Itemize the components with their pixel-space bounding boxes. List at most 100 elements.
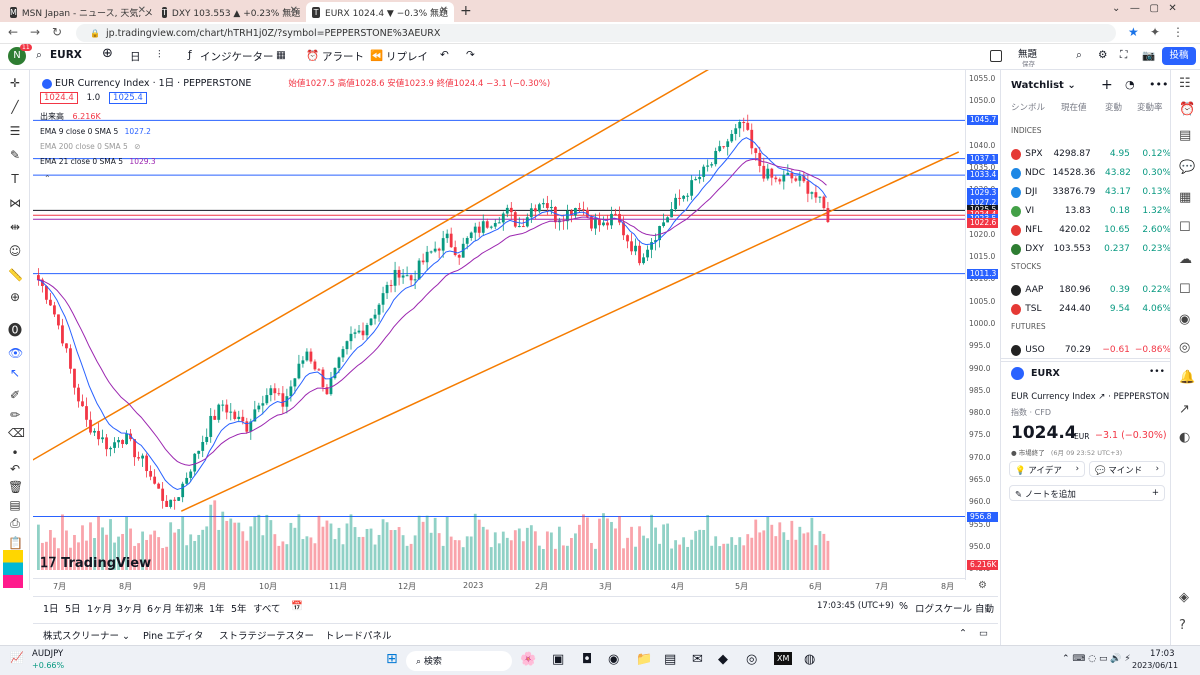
back-icon[interactable]: ← [8,25,19,39]
streams-icon[interactable]: ☁ [1179,252,1192,267]
xm-app-icon[interactable]: XM [774,652,793,665]
auto-scale-button[interactable]: 自動 [975,604,995,615]
quick-search-icon[interactable]: ⌕ [1076,49,1082,61]
chrome-icon[interactable]: ◍ [804,652,816,667]
clipboard-icon[interactable]: 📋 [8,536,23,550]
col-symbol[interactable]: シンボル [1011,103,1046,113]
indicators-icon[interactable]: ƒ [188,49,192,61]
range-3m[interactable]: 3ヶ月 [117,604,143,615]
clock-icon[interactable]: ◔ [1125,78,1135,91]
browser-tab-eurx[interactable]: T EURX 1024.4 ▼ −0.3% 無題 ✕ [306,2,454,22]
eye-icon[interactable]: 👁 [8,346,24,360]
chat-app-icon[interactable]: ◘ [582,652,593,667]
select-layout-icon[interactable] [990,50,1002,62]
layers-icon[interactable]: ◈ [1179,590,1189,605]
camera-icon[interactable]: 📷 [1142,50,1156,62]
more-icon[interactable]: ••• [1149,78,1169,91]
window-controls[interactable]: ⌄ — ▢ ✕ [1112,3,1177,14]
forward-icon[interactable]: → [30,25,41,39]
add-note-button[interactable]: ✎ ノートを追加 + [1009,485,1165,501]
fib-icon[interactable]: ☰ [9,124,21,138]
pulse-icon[interactable]: ◉ [1179,312,1191,327]
watchlist-row[interactable]: NDC 14528.36 43.82 0.30% [1001,164,1171,182]
replay-button[interactable]: リプレイ [386,51,428,63]
log-scale-button[interactable]: ログスケール [915,604,973,615]
data-window-icon[interactable]: ▤ [1179,128,1192,143]
replay-icon[interactable]: ⏪ [370,50,384,62]
tab-stock-screener[interactable]: 株式スクリーナー ⌄ [43,631,130,642]
price-axis[interactable]: 1055.01050.01045.01040.01035.01030.01025… [965,70,998,580]
more-icon[interactable]: ••• [1149,367,1165,377]
col-change-pct[interactable]: 変動率 [1137,103,1163,113]
crosshair-icon[interactable]: ✛ [9,76,21,90]
tab-strategy-tester[interactable]: ストラテジーテスター [219,631,315,642]
hidden-eye-icon[interactable]: ⊘ [134,142,141,151]
indicators-button[interactable]: インジケーター [200,51,274,63]
zoom-icon[interactable]: ⊕ [9,290,21,304]
calendar-icon[interactable]: ▦ [1179,190,1192,205]
new-tab-icon[interactable]: + [460,3,472,19]
system-tray-icons[interactable]: ⌃ ⌨ ◌ ▭ 🔊 ⚡ [1062,654,1131,664]
close-icon[interactable]: ✕ [439,5,448,16]
alarm-icon[interactable]: ⏰ [306,50,320,62]
undo-icon[interactable]: ↶ [440,49,449,61]
price-chart[interactable] [33,70,965,578]
range-all[interactable]: すべて [253,604,281,615]
chart-type-icon[interactable]: ⫶ [158,49,161,61]
reload-icon[interactable]: ↻ [52,25,63,39]
store-icon[interactable]: ▤ [664,652,677,667]
watchlist-section-header[interactable]: INDICES [1011,126,1042,135]
watchlist-row[interactable]: NFL 420.02 10.65 2.60% [1001,221,1171,239]
mail-icon[interactable]: ✉ [692,652,703,667]
layout-name[interactable]: 無題 [1018,49,1038,60]
percent-button[interactable]: % [899,601,909,612]
ask-price[interactable]: 1025.4 [109,92,147,104]
date-range-icon[interactable]: 📅 [291,601,303,612]
alert-button[interactable]: アラート [322,51,364,63]
add-icon[interactable]: + [1101,77,1113,93]
time-axis[interactable]: 7月 8月 9月 10月 11月 12月 2023 2月 3月 4月 5月 6月 7月 8月 [33,578,965,594]
printer-icon[interactable]: ⎙ [10,516,20,530]
ruler-icon[interactable]: 📏 [8,268,23,282]
file-explorer-icon[interactable]: 📁 [636,652,653,667]
range-5y[interactable]: 5年 [231,604,247,615]
watchlist-section-header[interactable]: FUTURES [1011,322,1046,331]
trending-icon[interactable]: ↗ [1179,402,1190,417]
text-icon[interactable]: T [11,172,19,186]
globe-icon[interactable]: ◐ [1179,430,1191,445]
news-icon[interactable]: ☐ [1179,220,1191,235]
browser-tab-dxy[interactable]: T DXY 103.553 ▲ +0.23% 無題 ✕ [162,5,301,19]
symbol-search-button[interactable]: EURX [50,49,82,61]
layout-icon[interactable]: ▦ [276,49,286,61]
range-ytd[interactable]: 年初来 [175,604,204,615]
search-icon[interactable]: ⌕ [36,49,42,61]
watchlist-row[interactable]: VI 13.83 0.18 1.32% [1001,202,1171,220]
col-last[interactable]: 現在値 [1061,103,1087,113]
widgets-icon[interactable]: 🌸 [520,652,537,667]
stack-icon[interactable]: ▤ [9,498,21,512]
col-change[interactable]: 変動 [1105,103,1123,113]
axis-settings-icon[interactable]: ⚙ [978,580,987,591]
watchlist-row[interactable]: USO 70.29 −0.61 −0.86% [1001,341,1171,359]
range-1d[interactable]: 1日 [43,604,59,615]
dot-icon[interactable]: • [11,446,19,460]
trendline-icon[interactable]: ╱ [11,100,19,114]
undo-draw-icon[interactable]: ↶ [9,462,21,476]
tab-trade-panel[interactable]: トレードパネル [325,631,392,642]
collapse-panel-icon[interactable]: ⌃ [959,628,967,639]
help-icon[interactable]: ? [1179,618,1186,633]
url-field[interactable]: 🔒 jp.tradingview.com/chart/hTRH1j0Z/?symb… [76,24,1116,42]
watchlist-row[interactable]: SPX 4298.87 4.95 0.12% [1001,145,1171,163]
edge-icon[interactable]: ◉ [608,652,620,667]
clock[interactable]: 17:03:45 (UTC+9) [817,601,894,611]
chat-icon[interactable]: 💬 [1179,160,1196,175]
bell-icon[interactable]: 🔔 [1179,370,1196,385]
watchlist-row[interactable]: AAP 180.96 0.39 0.22% [1001,281,1171,299]
discord-icon[interactable]: ◎ [746,652,758,667]
pin-icon[interactable]: ⓿ [8,323,22,339]
pen-icon[interactable]: ✏ [9,408,21,422]
interval-button[interactable]: 日 [130,51,141,63]
brush-icon[interactable]: ✎ [9,148,21,162]
minds-button[interactable]: 💬 マインド › [1089,461,1165,477]
range-1m[interactable]: 1ヶ月 [87,604,113,615]
